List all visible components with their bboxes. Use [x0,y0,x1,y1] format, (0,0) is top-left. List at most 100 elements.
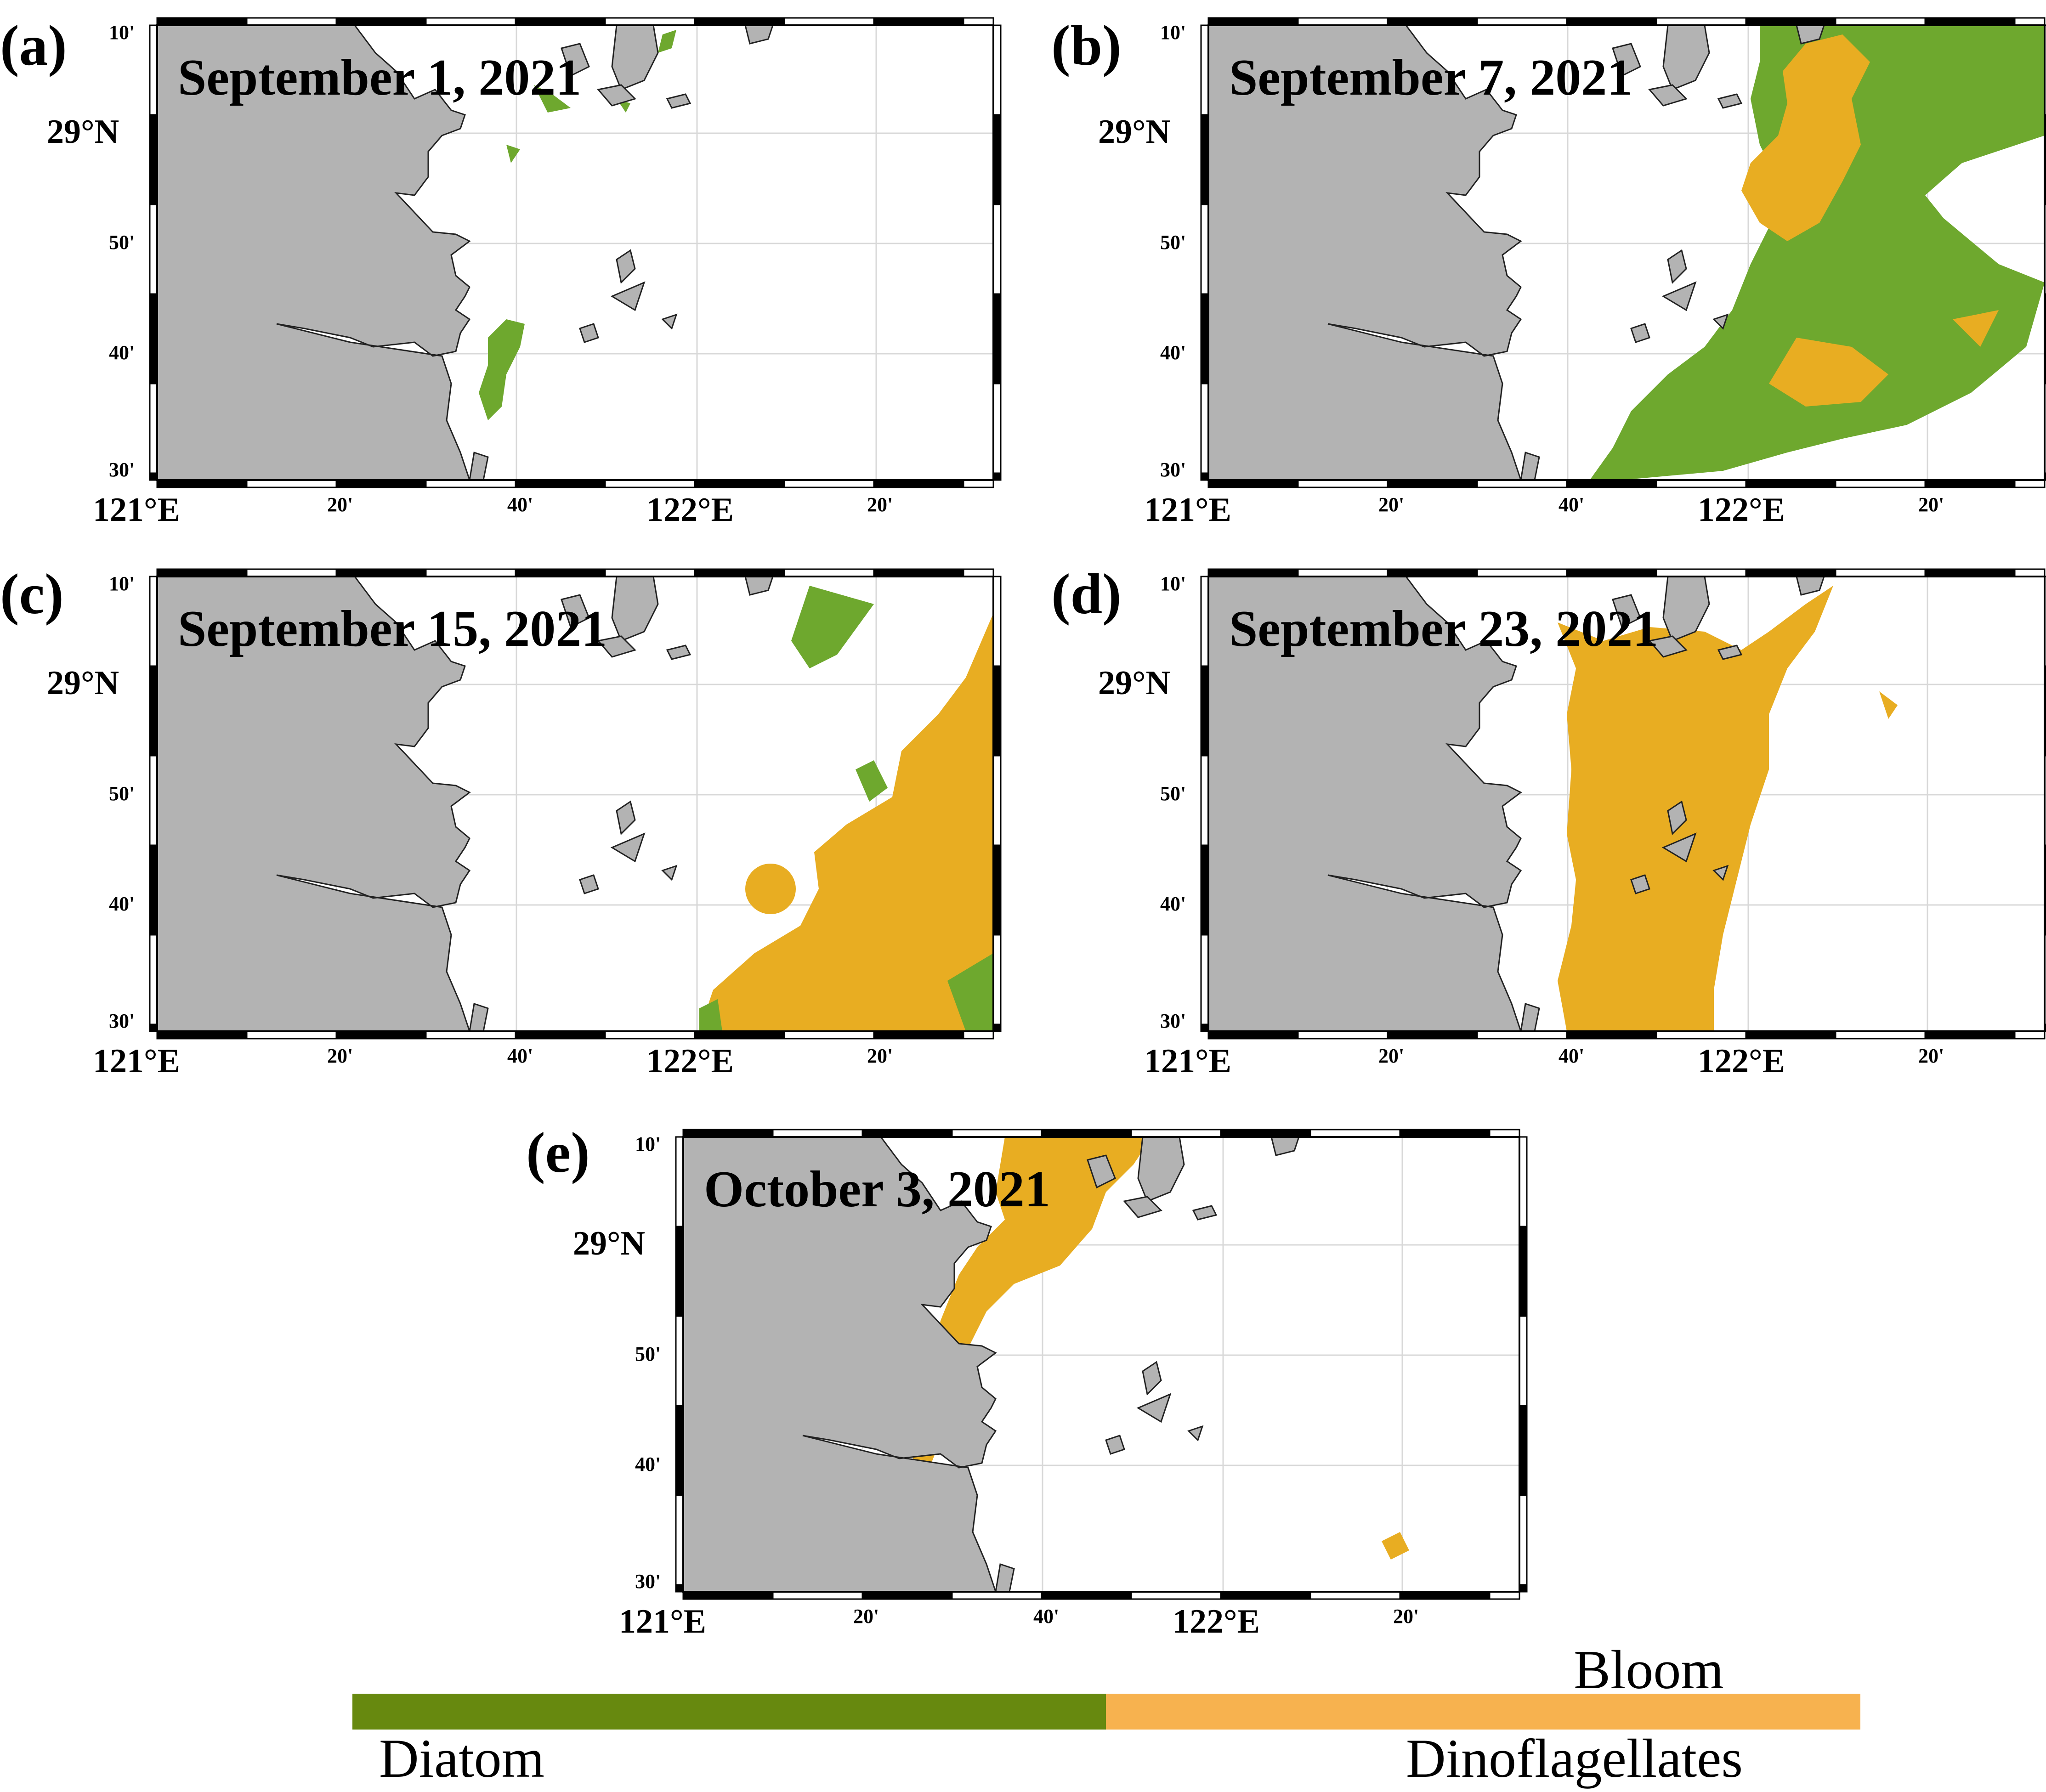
island [1142,1361,1162,1396]
longitude-tick-label: 20' [867,1045,893,1067]
latitude-tick-label: 10' [1160,21,1186,44]
latitude-tick-label: 50' [1160,782,1186,805]
map-frame [675,1129,1528,1600]
longitude-tick-label: 40' [507,493,533,516]
island [1123,1196,1162,1218]
island [1192,1205,1218,1221]
island [1630,323,1650,343]
island [1105,1435,1125,1455]
latitude-tick-label: 40' [635,1453,661,1475]
longitude-tick-label: 20' [1378,1045,1405,1067]
island [1662,577,1710,642]
latitude-tick-label: 30' [109,1010,135,1032]
longitude-tick-label: 20' [867,493,893,516]
island [616,249,636,284]
island [1667,800,1687,836]
diatom-bloom-area [791,586,874,668]
panel-letter: (e) [526,1121,590,1185]
longitude-tick-label: 122°E [1173,1603,1260,1640]
map-frame [1200,568,2046,1040]
diatom-bloom-area [947,953,993,1031]
diatom-bloom-area [534,85,571,113]
island [1520,452,1540,480]
latitude-tick-label: 10' [109,21,135,44]
mainland-coast [683,1137,997,1592]
island [561,594,590,628]
latitude-tick-label: 29°N [573,1225,646,1262]
mainland-coast [157,25,471,480]
dinoflagellates-bloom-area [1558,586,1833,1031]
legend-label-diatom: Diatom [379,1728,544,1789]
island [1662,25,1710,90]
island [1187,1425,1204,1442]
longitude-tick-label: 121°E [1144,1042,1231,1080]
island [1087,1154,1116,1189]
island [616,800,636,836]
island [469,452,489,480]
legend-label-dinoflagellates: Dinoflagellates [1406,1728,1743,1789]
latitude-tick-label: 29°N [1098,113,1171,151]
island [611,577,659,642]
longitude-tick-label: 122°E [1698,491,1785,529]
latitude-tick-label: 40' [109,893,135,915]
island [561,43,590,77]
island [1520,1003,1540,1031]
longitude-tick-label: 40' [1033,1605,1060,1628]
map-svg [675,1129,1528,1600]
panel-letter: (b) [1051,14,1122,78]
longitude-tick-label: 121°E [1144,491,1231,529]
latitude-tick-label: 10' [1160,572,1186,595]
longitude-tick-label: 20' [1918,493,1944,516]
latitude-tick-label: 29°N [47,113,119,151]
island [666,644,691,660]
dinoflagellates-bloom-area [699,613,993,1031]
longitude-tick-label: 20' [1378,493,1405,516]
longitude-tick-label: 20' [1393,1605,1419,1628]
longitude-tick-label: 122°E [646,1042,734,1080]
island [1712,313,1729,330]
island [1712,865,1729,881]
dinoflagellates-bloom-area [1879,691,1898,719]
panel-letter: (a) [0,14,67,78]
island [1630,874,1650,894]
map-frame [149,568,1002,1040]
latitude-tick-label: 30' [635,1570,661,1593]
date-label: September 23, 2021 [1229,600,1659,657]
island [744,577,774,596]
island [1661,832,1697,863]
dinoflagellates-bloom-area [1953,310,1999,347]
latitude-tick-label: 30' [1160,1010,1186,1032]
latitude-tick-label: 40' [109,341,135,364]
latitude-tick-label: 29°N [47,664,119,702]
dinoflagellates-bloom-area [1741,34,1870,241]
dinoflagellates-bloom-area [745,864,796,914]
island [661,313,678,330]
dinoflagellates-bloom-area [1769,338,1888,407]
date-label: September 1, 2021 [178,49,582,106]
date-label: September 7, 2021 [1229,49,1633,106]
island [1717,644,1743,660]
island [661,865,678,881]
island [1796,25,1825,45]
island [1796,577,1825,596]
legend-bar-dinoflagellates [1106,1694,1860,1730]
latitude-tick-label: 29°N [1098,664,1171,702]
island [610,281,646,311]
latitude-tick-label: 40' [1160,893,1186,915]
map-svg [149,568,1002,1040]
map-frame [149,17,1002,488]
island [1661,281,1697,311]
longitude-tick-label: 20' [1918,1045,1944,1067]
map-svg [1200,17,2046,488]
island [610,832,646,863]
latitude-tick-label: 50' [109,231,135,254]
island [579,874,599,894]
diatom-bloom-area [1590,25,2045,480]
latitude-tick-label: 10' [109,572,135,595]
diatom-bloom-area [506,145,520,163]
island [1270,1137,1300,1156]
map-svg [149,17,1002,488]
island [1717,93,1743,109]
diatom-bloom-area [658,30,676,53]
island [1667,249,1687,284]
